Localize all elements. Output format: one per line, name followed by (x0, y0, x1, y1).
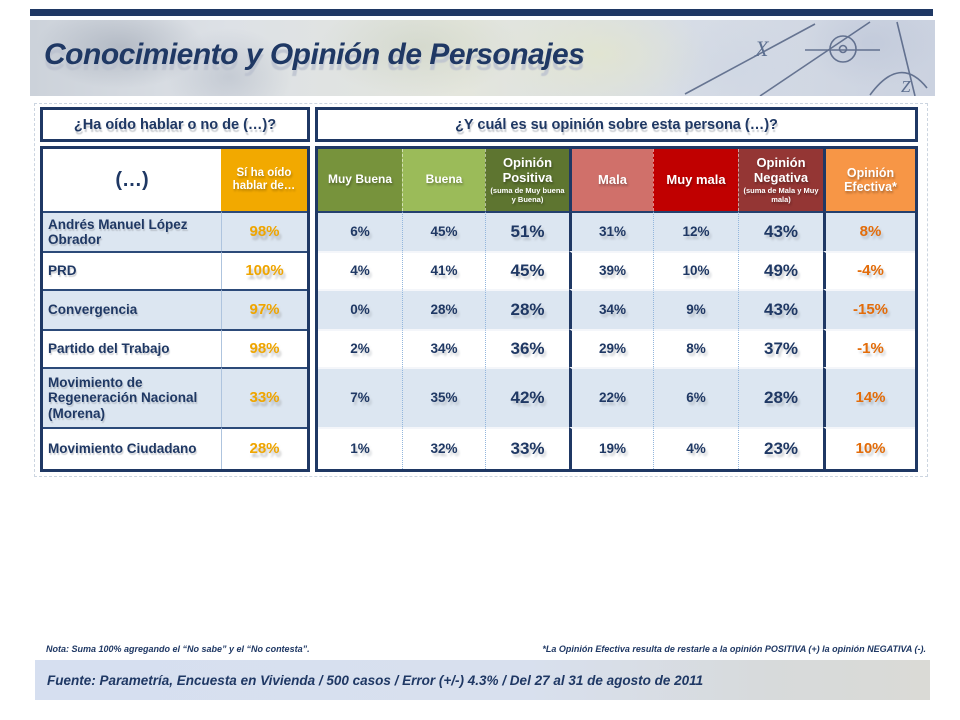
table-cell: 2% (318, 329, 402, 367)
table-cell: 28% (738, 367, 823, 427)
table-cell: 42% (485, 367, 569, 427)
table-cell: 14% (823, 367, 915, 427)
table-cell: 4% (653, 427, 738, 469)
header-buena: Buena (402, 149, 485, 211)
svg-text:X: X (754, 36, 770, 61)
table-cell: 43% (738, 289, 823, 329)
heard-value: 100% (221, 251, 307, 289)
question-opinion: ¿Y cuál es su opinión sobre esta persona… (315, 107, 918, 142)
top-accent-bar (30, 9, 933, 16)
heard-value: 28% (221, 427, 307, 469)
row-name: Convergencia (43, 289, 221, 329)
table-cell: -1% (823, 329, 915, 367)
table-cell: 0% (318, 289, 402, 329)
table-cell: 34% (402, 329, 485, 367)
table-cell: 32% (402, 427, 485, 469)
table-cell: 39% (569, 251, 653, 289)
page-title: Conocimiento y Opinión de Personajes (44, 38, 585, 71)
table-cell: 49% (738, 251, 823, 289)
note-efectiva: *La Opinión Efectiva resulta de restarle… (542, 644, 926, 654)
table-cell: 23% (738, 427, 823, 469)
table-cell: -15% (823, 289, 915, 329)
header-positiva-sub: (suma de Muy buena y Buena) (490, 186, 565, 204)
table-cell: 10% (653, 251, 738, 289)
table-cell: 35% (402, 367, 485, 427)
row-name: Movimiento Ciudadano (43, 427, 221, 469)
table-cell: 6% (653, 367, 738, 427)
table-cell: 43% (738, 211, 823, 251)
row-name: Partido del Trabajo (43, 329, 221, 367)
table-cell: 7% (318, 367, 402, 427)
table-cell: -4% (823, 251, 915, 289)
table-left-block: (…) Sí ha oído hablar de… Andrés Manuel … (40, 146, 310, 472)
svg-text:Z: Z (901, 77, 911, 96)
table-cell: 41% (402, 251, 485, 289)
table-cell: 31% (569, 211, 653, 251)
heard-value: 97% (221, 289, 307, 329)
header-positiva-label: Opinión Positiva (502, 155, 553, 185)
compass-sketch-decoration: X Z (684, 21, 928, 96)
header-muy-buena: Muy Buena (318, 149, 402, 211)
header-negativa-label: Opinión Negativa (753, 155, 809, 185)
table-cell: 28% (402, 289, 485, 329)
header-subject: (…) (43, 149, 221, 211)
header-negativa: Opinión Negativa (suma de Mala y Muy mal… (738, 149, 823, 211)
table-cell: 45% (485, 251, 569, 289)
header-positiva: Opinión Positiva (suma de Muy buena y Bu… (485, 149, 569, 211)
content-placeholder-outline (34, 103, 928, 477)
table-cell: 12% (653, 211, 738, 251)
heard-value: 98% (221, 329, 307, 367)
source-footer: Fuente: Parametría, Encuesta en Vivienda… (35, 660, 930, 700)
row-name: PRD (43, 251, 221, 289)
table-cell: 8% (653, 329, 738, 367)
table-cell: 29% (569, 329, 653, 367)
note-sum: Nota: Suma 100% agregando el “No sabe” y… (46, 644, 310, 654)
header-heard: Sí ha oído hablar de… (221, 149, 307, 211)
table-cell: 10% (823, 427, 915, 469)
title-banner: Conocimiento y Opinión de Personajes X Z (30, 20, 935, 96)
header-negativa-sub: (suma de Mala y Muy mala) (743, 186, 819, 204)
question-heard: ¿Ha oído hablar o no de (…)? (40, 107, 310, 142)
table-cell: 1% (318, 427, 402, 469)
heard-value: 98% (221, 211, 307, 251)
table-cell: 4% (318, 251, 402, 289)
table-cell: 37% (738, 329, 823, 367)
heard-value: 33% (221, 367, 307, 427)
header-mala: Mala (569, 149, 653, 211)
table-opinion-block: Muy Buena Buena Opinión Positiva (suma d… (315, 146, 918, 472)
row-name: Andrés Manuel López Obrador (43, 211, 221, 251)
table-cell: 19% (569, 427, 653, 469)
header-muy-mala: Muy mala (653, 149, 738, 211)
table-cell: 9% (653, 289, 738, 329)
header-efectiva: Opinión Efectiva* (823, 149, 915, 211)
table-cell: 28% (485, 289, 569, 329)
table-cell: 36% (485, 329, 569, 367)
table-cell: 33% (485, 427, 569, 469)
row-name: Movimiento de Regeneración Nacional (Mor… (43, 367, 221, 427)
table-cell: 6% (318, 211, 402, 251)
table-cell: 45% (402, 211, 485, 251)
table-cell: 51% (485, 211, 569, 251)
table-cell: 34% (569, 289, 653, 329)
table-cell: 22% (569, 367, 653, 427)
table-cell: 8% (823, 211, 915, 251)
